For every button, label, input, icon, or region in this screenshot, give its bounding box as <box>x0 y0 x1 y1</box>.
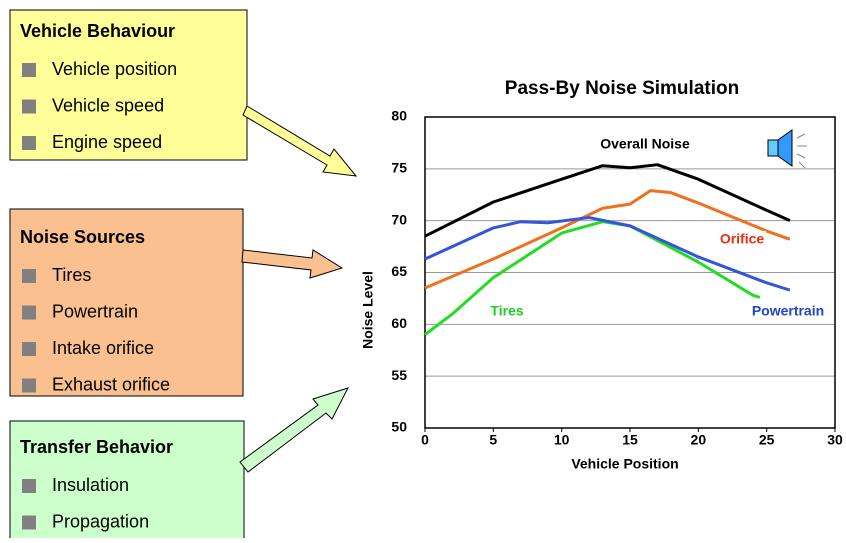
label-bg <box>587 136 703 154</box>
y-tick-label: 75 <box>391 160 407 176</box>
bullet <box>22 63 36 77</box>
box-item: Exhaust orifice <box>52 374 170 394</box>
arrow-green <box>239 387 349 473</box>
series-line <box>424 220 761 336</box>
x-tick-label: 5 <box>489 432 497 448</box>
box-title: Transfer Behavior <box>20 437 173 457</box>
y-tick-label: 55 <box>391 367 407 383</box>
bullet <box>22 479 36 493</box>
box-vehicle <box>9 9 248 161</box>
x-tick-label: 15 <box>622 432 638 448</box>
series-label: Overall Noise <box>600 136 690 152</box>
series-line <box>424 189 791 290</box>
box-item: Engine speed <box>52 132 162 152</box>
x-tick-label: 25 <box>759 432 775 448</box>
series-line <box>424 216 791 292</box>
x-tick-label: 30 <box>827 432 843 448</box>
bullet <box>22 269 36 283</box>
arrow-yellow <box>242 105 358 177</box>
label-bg <box>483 303 531 321</box>
series-line <box>424 163 791 238</box>
y-tick-label: 70 <box>391 211 407 227</box>
y-tick-label: 80 <box>391 108 407 124</box>
series-label: Tires <box>490 303 523 319</box>
box-item: Vehicle position <box>52 59 177 79</box>
x-tick-label: 20 <box>691 432 707 448</box>
bullet <box>22 305 36 320</box>
bullet <box>22 136 36 150</box>
bullet <box>22 378 36 393</box>
series-label: Powertrain <box>752 303 824 319</box>
bullet <box>22 342 36 356</box>
label-bg <box>742 303 834 321</box>
bullet <box>22 515 36 530</box>
box-item: Powertrain <box>52 301 138 321</box>
y-tick-label: 50 <box>391 419 407 435</box>
y-tick-label: 60 <box>391 315 407 331</box>
chart-title: Pass-By Noise Simulation <box>505 78 739 99</box>
y-tick-label: 65 <box>391 263 407 279</box>
box-title: Vehicle Behaviour <box>20 21 175 41</box>
x-tick-label: 0 <box>421 432 429 448</box>
bullet <box>22 99 36 114</box>
speaker-icon <box>767 129 807 169</box>
x-axis-label: Vehicle Position <box>571 456 678 472</box>
plot-frame <box>424 116 836 429</box>
series-label: Orifice <box>720 231 765 247</box>
x-tick-label: 10 <box>554 432 570 448</box>
box-title: Noise Sources <box>20 227 145 247</box>
box-item: Intake orifice <box>52 338 154 358</box>
box-item: Vehicle speed <box>52 95 164 115</box>
arrow-orange <box>241 249 344 279</box>
y-axis-label: Noise Level <box>360 271 376 349</box>
box-item: Propagation <box>52 511 149 531</box>
box-item: Tires <box>52 265 91 285</box>
label-bg <box>718 231 766 249</box>
box-item: Insulation <box>52 475 129 495</box>
box-noise <box>9 208 244 397</box>
box-transfer <box>9 420 245 543</box>
